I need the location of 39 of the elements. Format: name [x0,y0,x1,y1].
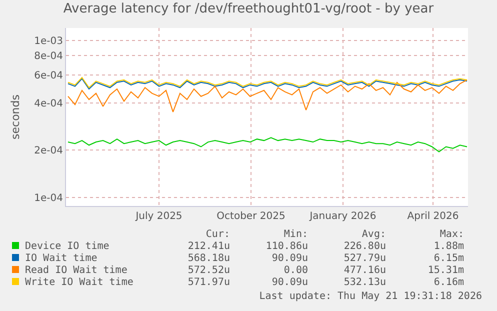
y-tick-label: 1e-03 [34,36,63,47]
text: 6.16m [432,277,464,289]
legend-label: IO Wait time [25,253,98,264]
y-tick-label: 6e-04 [34,70,63,82]
text: 1.88m [432,241,464,253]
legend-label: Read IO Wait time [25,265,128,276]
y-tick-label: 4e-04 [34,98,63,110]
y-tick-label: 2e-04 [34,146,63,157]
text: Last update: Thu May 21 19:31:18 2026 [259,291,482,302]
legend-label: Device IO time [25,241,110,252]
chart-title: Average latency for /dev/freethought01-vg/root - by year [63,2,434,17]
text: Min: [282,229,308,241]
text: 0.00 [282,265,308,277]
x-tick-label: January 2026 [308,211,376,222]
line-series [68,79,468,112]
text: 226.80u [342,241,386,253]
x-tick-label: October 2025 [216,211,286,222]
y-axis-title: seconds [8,94,22,140]
text: 568.18u [186,253,230,265]
text: Avg: [360,229,386,241]
text: 572.52u [186,265,230,277]
text: 212.41u [186,241,230,253]
x-tick-label: July 2025 [134,211,182,222]
text: 532.13u [342,277,386,289]
x-tick-label: April 2026 [407,211,459,222]
y-tick-label: 1e-04 [34,192,63,204]
legend-label: Write IO Wait time [25,277,134,288]
text: 90.09u [270,277,308,289]
text: 90.09u [270,253,308,265]
text: 15.31m [426,265,464,277]
text: 527.79u [342,253,386,265]
text: 110.86u [264,241,308,253]
text: 571.97u [186,277,230,289]
y-tick-label: 8e-04 [34,51,63,62]
text: Cur: [204,229,230,241]
text: 477.16u [342,265,386,277]
line-series [68,137,468,152]
text: Max: [438,229,464,241]
text: 6.15m [432,253,464,265]
